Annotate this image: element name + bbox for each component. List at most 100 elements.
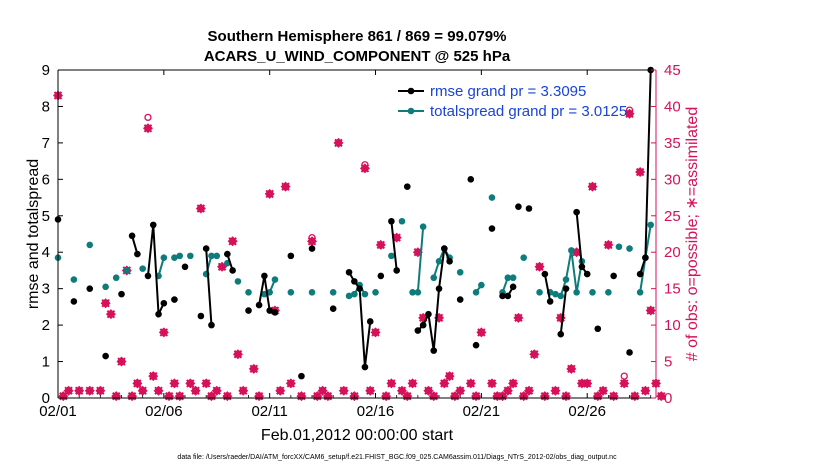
obs-assimilated-marker xyxy=(476,327,487,338)
obs-assimilated-marker xyxy=(227,236,238,247)
totalspread-point xyxy=(287,289,295,296)
rmse-point xyxy=(642,254,649,261)
y-right-tick-label: 20 xyxy=(664,244,681,261)
rmse-point xyxy=(160,299,168,307)
y-right-tick-label: 25 xyxy=(664,208,681,225)
totalspread-point xyxy=(176,252,184,260)
totalspread-point xyxy=(329,289,337,296)
obs-assimilated-marker xyxy=(603,239,614,250)
y-left-tick-label: 5 xyxy=(42,208,50,225)
obs-assimilated-marker xyxy=(555,312,566,323)
rmse-point xyxy=(425,310,432,318)
obs-assimilated-marker xyxy=(74,385,85,396)
totalspread-point xyxy=(345,292,353,300)
rmse-point xyxy=(255,301,263,309)
totalspread-point xyxy=(123,267,131,274)
rmse-point xyxy=(377,272,385,280)
totalspread-point xyxy=(388,252,395,260)
totalspread-point xyxy=(409,289,416,296)
rmse-point xyxy=(271,309,279,316)
obs-assimilated-marker xyxy=(95,385,106,396)
rmse-point xyxy=(102,352,109,360)
totalspread-point xyxy=(562,276,570,283)
rmse-point xyxy=(197,312,205,320)
rmse-point xyxy=(149,221,157,229)
rmse-point xyxy=(144,272,152,280)
totalspread-point xyxy=(509,274,517,282)
rmse-point xyxy=(329,305,337,313)
obs-assimilated-marker xyxy=(465,378,476,389)
rmse-point xyxy=(351,278,358,285)
obs-assimilated-marker xyxy=(111,391,122,402)
rmse-point xyxy=(171,296,178,303)
obs-assimilated-marker xyxy=(158,327,169,338)
obs-assimilated-marker xyxy=(635,167,646,178)
obs-assimilated-marker xyxy=(285,378,296,389)
y-left-tick-label: 3 xyxy=(42,281,50,298)
totalspread-point xyxy=(636,289,644,296)
totalspread-point xyxy=(245,289,252,296)
chart-title-line2: ACARS_U_WIND_COMPONENT @ 525 hPa xyxy=(204,48,511,65)
obs-assimilated-marker xyxy=(137,385,148,396)
rmse-point xyxy=(583,270,591,278)
y-right-tick-label: 45 xyxy=(664,62,681,79)
rmse-point xyxy=(287,252,295,260)
rmse-point xyxy=(509,283,517,291)
rmse-point xyxy=(446,258,453,265)
legend: rmse grand pr = 3.3095 totalspread grand… xyxy=(398,83,627,120)
rmse-line-segment xyxy=(543,273,552,302)
rmse-point xyxy=(594,325,602,333)
obs-assimilated-marker xyxy=(195,203,206,214)
obs-assimilated-marker xyxy=(587,181,598,192)
legend-rmse-marker xyxy=(407,87,415,95)
obs-assimilated-marker xyxy=(190,385,201,396)
totalspread-point xyxy=(70,276,78,283)
rmse-point xyxy=(155,310,162,318)
rmse-line-segment xyxy=(146,224,165,319)
rmse-point xyxy=(86,285,94,292)
rmse-point xyxy=(578,263,586,271)
obs-assimilated-marker xyxy=(132,378,143,389)
rmse-point xyxy=(134,250,141,258)
y-right-tick-label: 30 xyxy=(664,171,681,188)
obs-assimilated-marker xyxy=(529,349,540,360)
rmse-point xyxy=(245,307,252,314)
obs-assimilated-marker xyxy=(275,385,286,396)
obs-assimilated-marker xyxy=(444,371,455,382)
rmse-point xyxy=(70,298,78,305)
totalspread-point xyxy=(372,289,379,296)
legend-rmse-label: rmse grand pr = 3.3095 xyxy=(430,83,586,100)
totalspread-point xyxy=(271,276,279,283)
obs-assimilated-marker xyxy=(508,378,519,389)
y-left-tick-label: 1 xyxy=(42,354,50,371)
obs-assimilated-marker xyxy=(624,108,635,119)
totalspread-point xyxy=(160,254,168,261)
obs-assimilated-marker xyxy=(280,181,291,192)
obs-assimilated-marker xyxy=(656,391,667,402)
totalspread-point xyxy=(589,289,596,296)
obs-assimilated-marker xyxy=(439,378,450,389)
rmse-line-segment xyxy=(205,248,213,326)
totalspread-point xyxy=(504,274,512,282)
rmse-point xyxy=(361,363,369,371)
rmse-point xyxy=(435,285,443,292)
rmse-point xyxy=(573,208,580,216)
obs-assimilated-marker xyxy=(486,378,497,389)
obs-assimilated-marker xyxy=(428,391,439,402)
y-left-tick-label: 4 xyxy=(42,244,50,261)
obs-assimilated-marker xyxy=(550,385,561,396)
rmse-point xyxy=(515,203,522,210)
x-tick-label: 02/21 xyxy=(463,403,501,420)
obs-assimilated-marker xyxy=(63,385,74,396)
footer-data-file: data file: /Users/raeder/DAI/ATM_forcXX/… xyxy=(177,454,617,461)
obs-assimilated-marker xyxy=(640,385,651,396)
rmse-point xyxy=(308,245,316,252)
obs-assimilated-marker xyxy=(185,378,196,389)
totalspread-point xyxy=(536,289,543,296)
obs-assimilated-marker xyxy=(333,137,344,148)
obs-assimilated-marker xyxy=(100,298,111,309)
rmse-point xyxy=(499,292,506,300)
obs-assimilated-marker xyxy=(174,391,185,402)
y-right-tick-label: 5 xyxy=(664,354,672,371)
